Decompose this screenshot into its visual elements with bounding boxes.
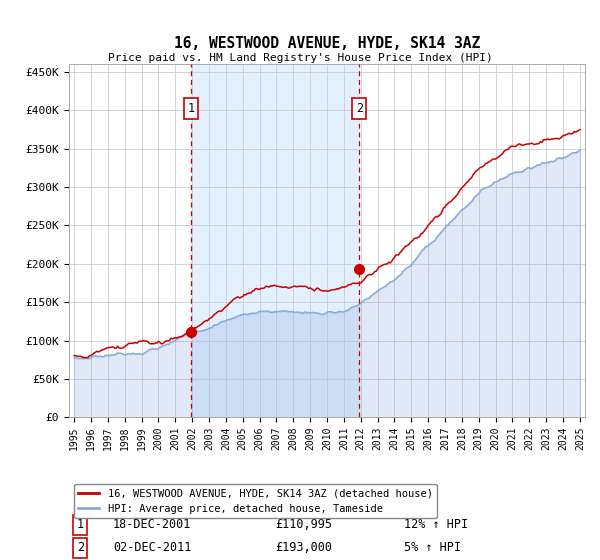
Legend: 16, WESTWOOD AVENUE, HYDE, SK14 3AZ (detached house), HPI: Average price, detach: 16, WESTWOOD AVENUE, HYDE, SK14 3AZ (det… — [74, 484, 437, 517]
Text: 5% ↑ HPI: 5% ↑ HPI — [404, 541, 461, 554]
Bar — [191, 64, 359, 417]
Title: 16, WESTWOOD AVENUE, HYDE, SK14 3AZ: 16, WESTWOOD AVENUE, HYDE, SK14 3AZ — [174, 36, 480, 51]
Text: £110,995: £110,995 — [275, 519, 332, 531]
Text: £193,000: £193,000 — [275, 541, 332, 554]
Text: Price paid vs. HM Land Registry's House Price Index (HPI): Price paid vs. HM Land Registry's House … — [107, 53, 493, 63]
Text: 2: 2 — [356, 102, 363, 115]
Text: 18-DEC-2001: 18-DEC-2001 — [113, 519, 191, 531]
Text: 1: 1 — [77, 519, 84, 531]
Text: 1: 1 — [188, 102, 195, 115]
Text: 02-DEC-2011: 02-DEC-2011 — [113, 541, 191, 554]
Text: 12% ↑ HPI: 12% ↑ HPI — [404, 519, 469, 531]
Text: 2: 2 — [77, 541, 84, 554]
